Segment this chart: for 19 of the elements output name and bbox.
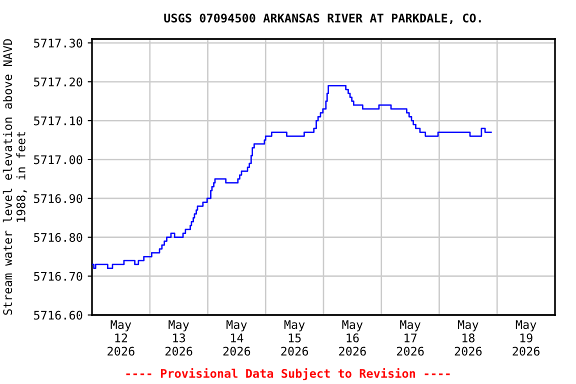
x-tick-label: May 16 2026: [339, 320, 366, 356]
y-tick-label: 5717.20: [34, 78, 82, 86]
y-tick-label: 5716.60: [34, 310, 82, 320]
x-tick-label: May 15 2026: [281, 320, 308, 356]
y-tick-label: 5716.90: [34, 194, 82, 204]
x-tick-label: May 18 2026: [454, 320, 482, 356]
y-tick-label: 5717.30: [34, 38, 82, 48]
x-tick-label: May 12 2026: [108, 320, 134, 356]
x-tick-label: May 19 2026: [512, 320, 540, 356]
y-tick-label: 5717.00: [34, 155, 82, 164]
x-tick-label: May 17 2026: [396, 320, 424, 356]
y-tick-label: 5716.80: [34, 233, 82, 242]
x-tick-label: May 13 2026: [165, 320, 192, 356]
y-tick-label: 5716.70: [34, 272, 82, 281]
text: ---- Provisional Data Subject to Revision ----: [126, 368, 450, 380]
y-axis-title: Stream water level elevation above NAVD 1988, in feet: [2, 39, 27, 315]
chart-title: USGS 07094500 ARKANSAS RIVER AT PARKDALE, CO.: [164, 14, 481, 24]
x-tick-label: May 14 2026: [223, 320, 250, 356]
y-tick-label: 5717.10: [34, 116, 82, 126]
